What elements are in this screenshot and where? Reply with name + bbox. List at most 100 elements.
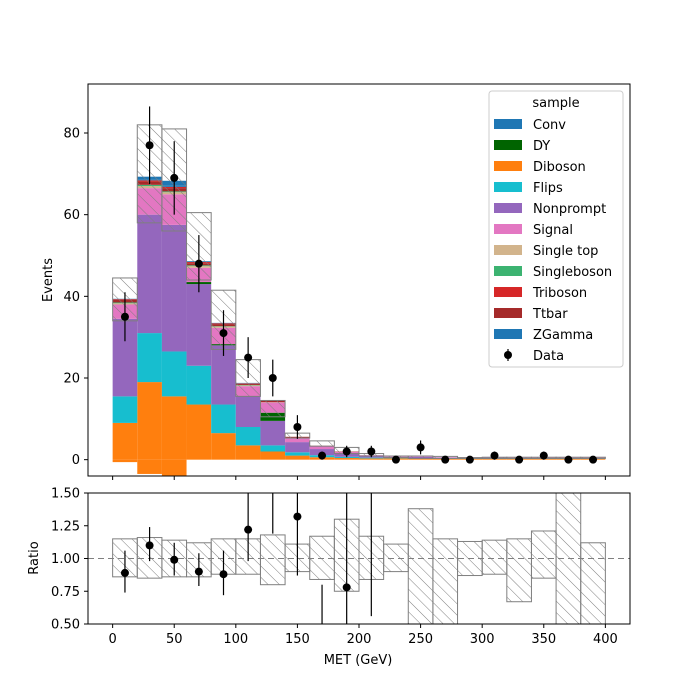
bar-diboson-negative	[137, 459, 162, 474]
ratio-y-tick-label: 0.50	[51, 618, 80, 633]
x-tick-label: 300	[470, 632, 495, 647]
uncertainty-band-bin	[407, 455, 434, 459]
legend-swatch-single-top	[494, 245, 522, 255]
legend-swatch-singleboson	[494, 266, 522, 276]
legend-swatch-conv	[494, 119, 522, 129]
ratio-y-axis-label: Ratio	[27, 541, 42, 574]
ratio-point	[219, 570, 228, 579]
legend-data-marker	[504, 351, 512, 359]
x-tick-label: 50	[166, 632, 183, 647]
legend-swatch-signal	[494, 224, 522, 234]
bar-diboson	[334, 458, 359, 460]
bar-flips	[235, 427, 261, 446]
ratio-point	[244, 525, 253, 534]
data-point	[219, 329, 228, 338]
bar-signal	[285, 438, 310, 443]
ratio-point	[120, 568, 129, 577]
legend-swatch-flips	[494, 182, 522, 192]
legend-label: Singleboson	[533, 265, 612, 280]
main-panel: 0 20 40 60 80 Events	[41, 83, 631, 480]
legend-label: Nonprompt	[533, 202, 606, 217]
ratio-point	[145, 541, 154, 550]
legend-label: Single top	[533, 244, 598, 259]
legend-label: Flips	[533, 181, 563, 196]
data-point	[194, 259, 203, 268]
legend-label: Data	[533, 349, 564, 364]
y-tick-label: 40	[63, 290, 80, 305]
bar-diboson	[359, 458, 384, 460]
data-point	[244, 353, 253, 362]
ratio-point	[293, 512, 302, 521]
data-point	[539, 451, 548, 460]
ratio-panel: 0.50 0.75 1.00 1.25 1.50 0 50 100 150 200 250 300 3…	[27, 487, 631, 668]
legend-swatch-nonprompt	[494, 203, 522, 213]
uncertainty-band-bin	[309, 440, 335, 447]
bar-diboson	[137, 382, 162, 460]
bar-flips	[211, 404, 236, 434]
legend-label: Triboson	[532, 286, 587, 301]
bar-diboson	[186, 404, 212, 460]
ratio-band-bin	[432, 538, 459, 624]
bar-flips	[334, 456, 359, 459]
data-point	[367, 447, 376, 456]
bar-diboson	[260, 451, 286, 460]
data-point	[293, 423, 302, 431]
bar-flips	[137, 333, 162, 383]
ratio-band-bin	[580, 542, 606, 624]
bar-flips	[161, 351, 187, 397]
ratio-point	[194, 567, 203, 576]
x-axis-label: MET (GeV)	[324, 653, 393, 668]
bar-diboson	[211, 433, 236, 460]
x-tick-label: 400	[593, 632, 618, 647]
y-tick-label: 0	[72, 453, 80, 468]
data-point	[515, 455, 524, 464]
data-point	[564, 455, 573, 464]
bar-diboson	[285, 455, 310, 460]
ratio-y-tick-label: 1.25	[51, 519, 80, 534]
x-tick-label: 100	[223, 632, 248, 647]
data-point	[441, 455, 450, 464]
bar-signal	[309, 446, 335, 450]
data-point	[318, 451, 327, 460]
bar-flips	[359, 457, 384, 459]
ratio-band-bin	[259, 534, 286, 586]
legend-label: Signal	[533, 223, 573, 238]
data-point	[416, 443, 425, 452]
bar-nonprompt	[285, 442, 310, 453]
bar-nonprompt	[137, 214, 162, 334]
legend-label: Conv	[533, 118, 566, 133]
legend-swatch-ttbar	[494, 308, 522, 318]
ratio-band-bin	[407, 508, 434, 624]
legend: sample Conv DY Diboson Flips Nonprompt Signal…	[488, 90, 624, 368]
y-axis-label: Events	[41, 258, 56, 302]
ratio-band-bin	[530, 530, 557, 579]
x-tick-label: 250	[408, 632, 433, 647]
legend-swatch-zgamma	[494, 329, 522, 339]
data-point	[145, 141, 154, 150]
data-point	[465, 455, 474, 464]
bar-diboson-negative	[112, 459, 138, 463]
ratio-y-tick-label: 0.75	[51, 585, 80, 600]
bar-diboson	[235, 445, 261, 460]
y-tick-label: 60	[63, 208, 80, 223]
data-point	[120, 312, 129, 321]
ratio-y-tick-label: 1.00	[51, 552, 80, 567]
bar-flips	[112, 396, 138, 423]
y-tick-label: 80	[63, 127, 80, 142]
bar-nonprompt	[161, 224, 187, 352]
legend-label: DY	[533, 139, 550, 154]
legend-swatch-diboson	[494, 161, 522, 171]
x-tick-label: 350	[531, 632, 556, 647]
legend-swatch-dy	[494, 140, 522, 150]
ratio-band-bin	[481, 539, 508, 575]
bar-diboson-negative	[161, 459, 187, 476]
bar-diboson	[408, 458, 433, 460]
bar-diboson	[161, 396, 187, 460]
data-point	[391, 455, 400, 464]
x-tick-label: 150	[285, 632, 310, 647]
ratio-point	[342, 583, 351, 592]
legend-title: sample	[532, 96, 579, 111]
bar-diboson	[112, 422, 138, 460]
ratio-band-bin	[309, 535, 335, 580]
